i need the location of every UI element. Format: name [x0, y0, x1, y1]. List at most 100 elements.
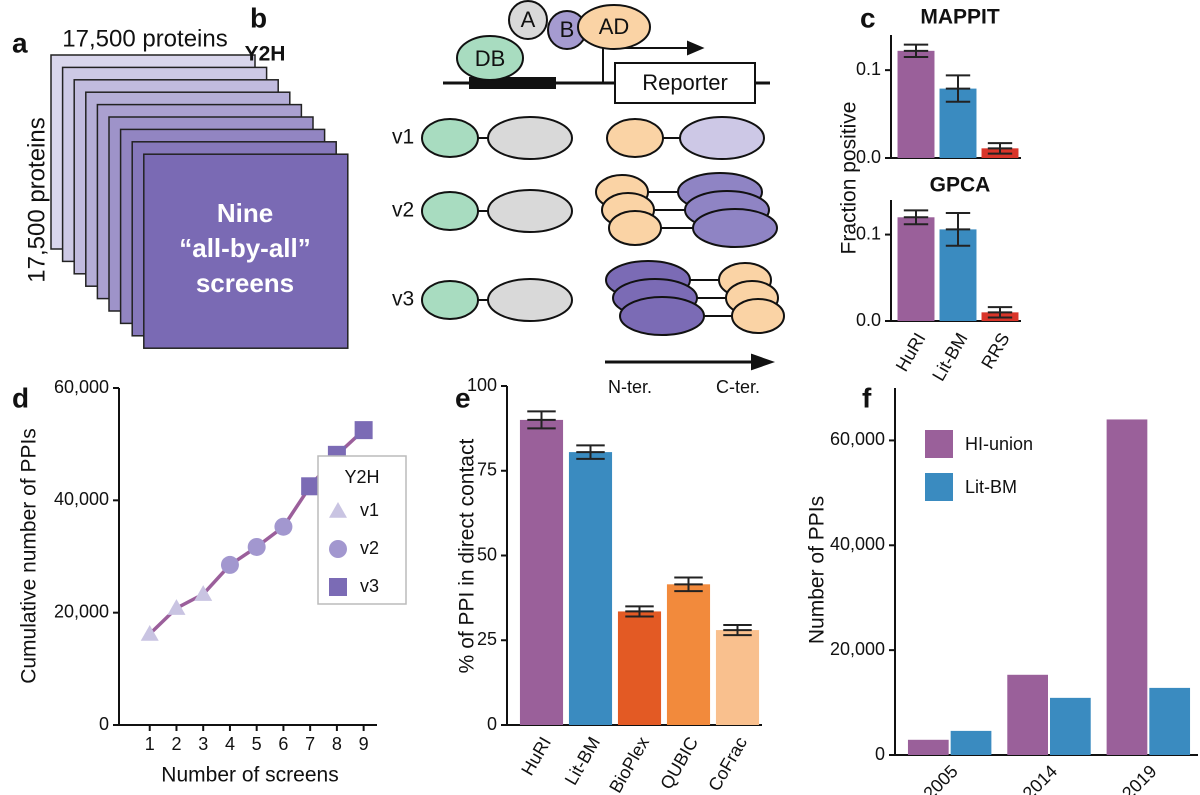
x-tick-label: 2 — [171, 734, 181, 754]
y-axis-label: % of PPI in direct contact — [456, 439, 479, 674]
y2h-diagram-part — [421, 280, 479, 320]
point — [247, 537, 266, 556]
legend-marker — [329, 540, 347, 558]
y2h-diagram-part — [487, 278, 573, 322]
y-tick-label: 0 — [875, 744, 885, 764]
node-label: B — [560, 17, 575, 42]
y-tick-label: 40,000 — [54, 489, 109, 509]
y2h-diagram-part — [731, 298, 785, 334]
y2h-diagram-part — [508, 0, 548, 40]
y2h-diagram-part — [606, 118, 664, 158]
x-tick-label: 2014 — [1019, 761, 1061, 795]
x-tick-label: CoFrac — [704, 733, 751, 794]
y-tick-label: 60,000 — [54, 377, 109, 397]
box-text: Nine — [217, 198, 273, 228]
x-tick-label: Lit-BM — [928, 329, 971, 384]
axis-end: C-ter. — [716, 377, 760, 397]
bar — [907, 739, 949, 755]
node-label: AD — [599, 14, 630, 39]
bar — [617, 611, 662, 725]
y2h-diagram-part — [421, 191, 479, 231]
bar — [950, 730, 992, 755]
y-tick-label: 60,000 — [830, 429, 885, 449]
y-tick-label: 0.0 — [856, 310, 881, 330]
y-tick-label: 0 — [99, 714, 109, 734]
bar — [1007, 674, 1048, 755]
x-tick-label: 5 — [252, 734, 262, 754]
box-text: “all-by-all” — [179, 233, 310, 263]
error-bar — [674, 576, 703, 593]
y-axis-label: Number of PPIs — [806, 496, 829, 644]
bar — [897, 50, 935, 158]
y2h-diagram-part — [751, 353, 776, 371]
y-tick-label: 0 — [487, 714, 497, 734]
y2h-diagram-part — [619, 296, 705, 336]
error-bar — [987, 142, 1013, 155]
node-label: DB — [475, 46, 506, 71]
x-tick-label: 7 — [305, 734, 315, 754]
y-tick-label: 75 — [477, 460, 497, 480]
x-tick-label: 8 — [332, 734, 342, 754]
y-axis-label: Cumulative number of PPIs — [18, 428, 41, 684]
point — [194, 585, 213, 601]
error-bar — [723, 623, 752, 637]
x-tick-label: 3 — [198, 734, 208, 754]
y2h-diagram-part — [456, 35, 524, 81]
error-bar — [576, 444, 605, 460]
bar — [666, 584, 711, 725]
point — [220, 555, 239, 574]
axis-start: N-ter. — [608, 377, 652, 397]
screen-stack — [50, 54, 349, 349]
legend-marker — [329, 578, 347, 596]
legend-label: v3 — [360, 576, 379, 596]
legend-marker — [329, 502, 347, 518]
box-text: screens — [196, 268, 294, 298]
x-tick-label: QUBIC — [656, 733, 702, 792]
panel-label: e — [455, 382, 471, 413]
y2h-diagram-part — [469, 77, 556, 89]
bar — [1050, 697, 1091, 755]
legend-swatch — [925, 473, 953, 501]
legend-swatch — [925, 430, 953, 458]
error-bar — [903, 43, 929, 58]
legend-label: v2 — [360, 538, 379, 558]
panel-label: f — [862, 382, 872, 413]
y-tick-label: 20,000 — [830, 639, 885, 659]
x-axis-label: Number of screens — [161, 764, 338, 787]
point — [167, 599, 186, 615]
x-tick-label: 1 — [145, 734, 155, 754]
legend-label: Lit-BM — [965, 477, 1017, 497]
x-tick-label: RRS — [977, 329, 1013, 372]
point — [274, 517, 293, 536]
bar — [568, 452, 613, 725]
panel-label: a — [12, 27, 28, 58]
bar — [715, 630, 760, 725]
point — [140, 625, 159, 641]
error-bar — [945, 211, 971, 247]
y2h-diagram-part — [679, 116, 765, 160]
y-tick-label: 100 — [467, 375, 497, 395]
error-bar — [625, 605, 654, 618]
error-bar — [527, 410, 556, 430]
error-bar — [945, 74, 971, 103]
x-tick-label: 9 — [359, 734, 369, 754]
version-label: v3 — [392, 288, 414, 311]
x-tick-label: BioPlex — [605, 733, 653, 795]
y2h-diagram-part — [487, 116, 573, 160]
panel-label: b — [250, 2, 267, 33]
side-label: 17,500 proteins — [23, 117, 50, 282]
x-tick-label: HuRI — [517, 733, 555, 779]
point — [354, 421, 373, 440]
bar — [1149, 687, 1191, 755]
chart-title: GPCA — [930, 174, 991, 197]
legend-label: HI-union — [965, 434, 1033, 454]
y2h-diagram-part — [577, 4, 651, 50]
panel-label: d — [12, 382, 29, 413]
y-tick-label: 40,000 — [830, 534, 885, 554]
y2h-diagram — [421, 0, 785, 371]
y2h-diagram-part — [687, 40, 705, 56]
top-label: 17,500 proteins — [62, 25, 227, 52]
x-tick-label: 2005 — [919, 761, 961, 795]
chart-title: MAPPIT — [920, 6, 1000, 29]
